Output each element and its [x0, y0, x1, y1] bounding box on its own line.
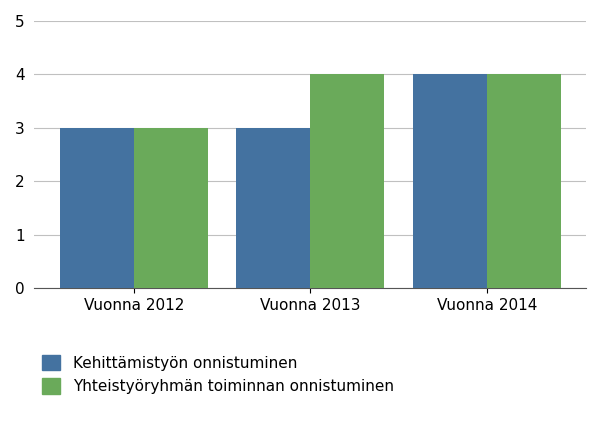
- Bar: [59, 128, 133, 288]
- Bar: [236, 128, 310, 288]
- Bar: [133, 128, 208, 288]
- Bar: [310, 75, 385, 288]
- Bar: [487, 75, 561, 288]
- Legend: Kehittämistyön onnistuminen, Yhteistyöryhmän toiminnan onnistuminen: Kehittämistyön onnistuminen, Yhteistyöry…: [42, 355, 394, 394]
- Bar: [413, 75, 487, 288]
